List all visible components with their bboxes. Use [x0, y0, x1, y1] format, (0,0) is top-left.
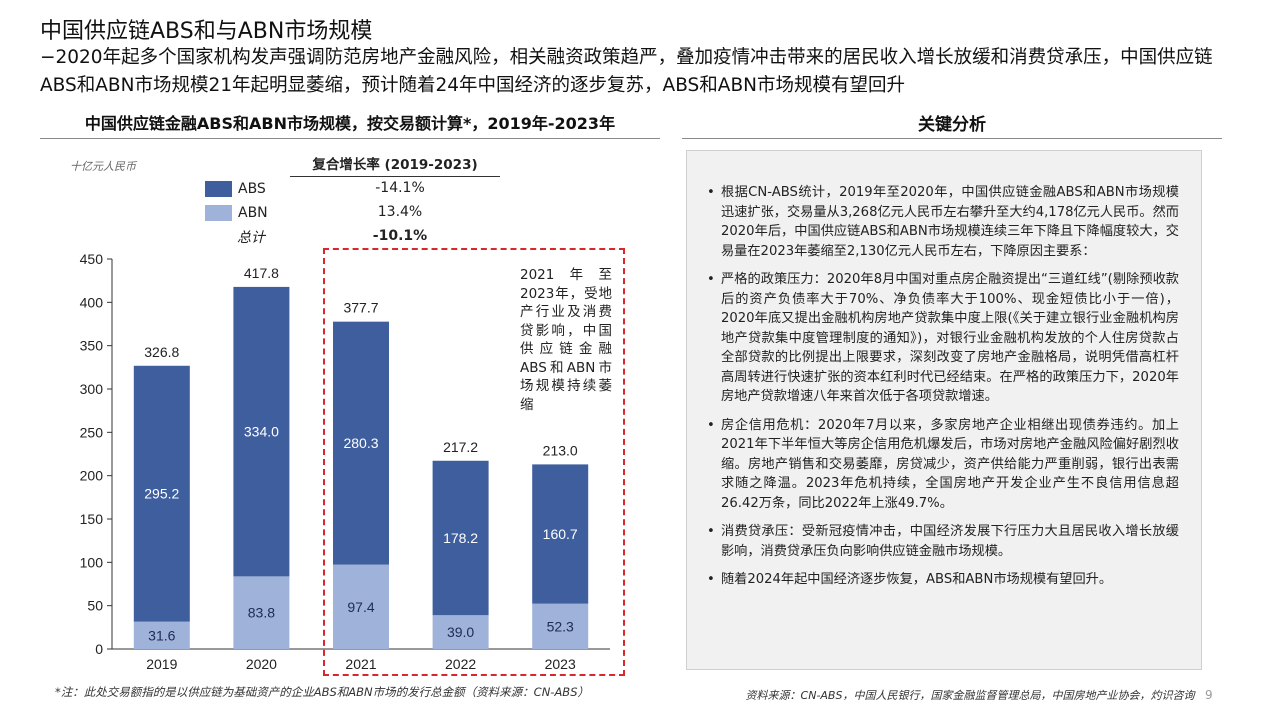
bar-abn-2023: [532, 603, 589, 649]
bar-abn-2021: [333, 564, 389, 649]
bar-abs-2019: [133, 365, 190, 622]
bar-abs-2022: [432, 460, 489, 616]
cagr-value-abn: 13.4%: [377, 204, 423, 220]
bar-abn-2019: [133, 621, 190, 649]
y-tick-label: 200: [80, 468, 104, 484]
data-label-abs-2023: 160.7: [543, 526, 578, 542]
x-tick-label-2020: 2020: [246, 656, 277, 672]
analysis-section-divider: [682, 138, 1222, 139]
data-label-abn-2019: 31.6: [148, 627, 175, 643]
x-tick-label-2019: 2019: [146, 656, 177, 672]
data-label-abn-2022: 39.0: [447, 624, 474, 640]
total-label-2019: 326.8: [144, 344, 179, 360]
chart-section-divider: [40, 138, 660, 139]
analysis-bullet: 严格的政策压力：2020年8月中国对重点房企融资提出“三道红线”(剔除预收款后的…: [707, 270, 1179, 407]
data-label-abs-2019: 295.2: [144, 486, 179, 502]
legend-item-abn: ABN: [205, 203, 268, 223]
x-tick-label-2021: 2021: [345, 656, 376, 672]
total-label-2023: 213.0: [543, 442, 578, 458]
legend-swatch-abs: [205, 181, 232, 197]
total-label-2021: 377.7: [343, 300, 378, 316]
data-label-abn-2023: 52.3: [547, 618, 574, 634]
bar-abs-2020: [233, 286, 290, 577]
bar-abs-2021: [333, 321, 389, 565]
analysis-bullet: 消费贷承压：受新冠疫情冲击，中国经济发展下行压力大且居民收入增长放缓影响，消费贷…: [707, 522, 1179, 561]
analysis-section-title: 关键分析: [918, 115, 986, 135]
y-tick-label: 300: [80, 381, 104, 397]
chart-section-title: 中国供应链金融ABS和ABN市场规模，按交易额计算*，2019年-2023年: [84, 114, 616, 133]
page-number: 9: [1205, 688, 1213, 702]
legend-label-total: 总计: [237, 230, 265, 246]
data-label-abn-2021: 97.4: [347, 599, 374, 615]
legend-label-abn: ABN: [238, 205, 268, 221]
x-tick-label-2022: 2022: [445, 656, 476, 672]
cagr-header: 复合增长率 (2019-2023): [290, 153, 500, 177]
y-tick-label: 400: [80, 294, 104, 310]
data-label-abs-2021: 280.3: [343, 435, 378, 451]
legend-item-total: 总计: [237, 227, 265, 247]
y-tick-label: 0: [95, 641, 103, 657]
bar-abs-2023: [532, 464, 589, 604]
y-tick-label: 250: [80, 424, 104, 440]
analysis-bullet: 房企信用危机：2020年7月以来，多家房地产企业相继出现债券违约。加上2021年…: [707, 416, 1179, 514]
legend-swatch-abn: [205, 205, 232, 221]
analysis-bullet: 根据CN-ABS统计，2019年至2020年，中国供应链金融ABS和ABN市场规…: [707, 183, 1179, 261]
data-label-abs-2022: 178.2: [443, 530, 478, 546]
y-tick-label: 350: [80, 338, 104, 354]
legend-label-abs: ABS: [238, 181, 266, 197]
y-tick-label: 100: [80, 554, 104, 570]
footnote: *注：此处交易额指的是以供应链为基础资产的企业ABS和ABN市场的发行总金额（资…: [55, 685, 589, 699]
page-subtitle: −2020年起多个国家机构发声强调防范房地产金融风险，相关融资政策趋严，叠加疫情…: [40, 47, 1213, 96]
data-label-abn-2020: 83.8: [248, 605, 275, 621]
total-label-2022: 217.2: [443, 439, 478, 455]
y-tick-label: 450: [80, 251, 104, 267]
legend-item-abs: ABS: [205, 179, 266, 199]
y-tick-label: 150: [80, 511, 104, 527]
y-tick-label: 50: [87, 598, 103, 614]
bar-abn-2020: [233, 576, 290, 649]
page-title: 中国供应链ABS和与ABN市场规模: [40, 19, 373, 44]
cagr-value-abs: -14.1%: [375, 180, 425, 196]
key-analysis-panel: 根据CN-ABS统计，2019年至2020年，中国供应链金融ABS和ABN市场规…: [686, 150, 1202, 670]
source-note: 资料来源：CN-ABS，中国人民银行，国家金融监督管理总局，中国房地产业协会，灼…: [745, 689, 1195, 702]
total-label-2020: 417.8: [244, 265, 279, 281]
x-tick-label-2023: 2023: [545, 656, 576, 672]
chart-unit-label: 十亿元人民币: [70, 160, 136, 173]
highlight-box-2021-2023: [323, 248, 625, 676]
chart-annotation: 2021年至2023年，受地产行业及消费贷影响，中国供应链金融ABS和ABN市场…: [520, 267, 612, 413]
stacked-bar-chart: 0 50 100 150 200 250 300 350 400 450 31.6 295.2 326.…: [80, 251, 610, 672]
analysis-bullet: 随着2024年起中国经济逐步恢复，ABS和ABN市场规模有望回升。: [707, 570, 1179, 590]
cagr-value-total: -10.1%: [372, 228, 428, 244]
bar-abn-2022: [432, 615, 489, 649]
data-label-abs-2020: 334.0: [244, 424, 279, 440]
